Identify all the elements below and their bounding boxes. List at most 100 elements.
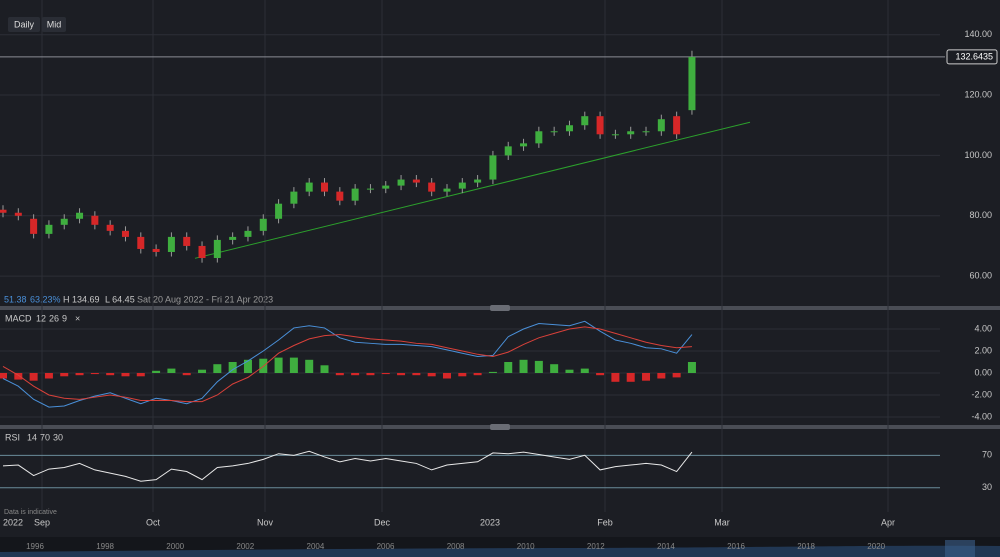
panel-title: MACD [5, 313, 32, 323]
panel-param: 70 [40, 432, 50, 442]
low-text: L 64.45 [105, 294, 135, 304]
candle-body [244, 230, 252, 237]
indicator-line [2, 320, 693, 408]
y-tick-label: 2.00 [974, 345, 992, 355]
candle-body [305, 182, 313, 192]
navigator-year: 2010 [517, 542, 535, 551]
panel-param: 9 [62, 313, 67, 323]
candle-body [14, 212, 22, 216]
macd-histogram-bar [182, 372, 191, 376]
macd-histogram-bar [611, 372, 620, 382]
candle-body [336, 191, 344, 201]
candle-body [60, 218, 68, 225]
time-tick-label: 2022 [3, 517, 23, 527]
panel-close[interactable]: × [75, 313, 80, 323]
macd-histogram-bar [427, 372, 436, 377]
candle-body [611, 134, 619, 136]
mid-button[interactable] [42, 17, 66, 32]
macd-histogram-bar [198, 369, 207, 373]
divider-handle[interactable] [490, 424, 510, 430]
navigator-year: 2016 [727, 542, 745, 551]
stat-percent: 63.23% [30, 294, 61, 304]
candle-body [581, 116, 589, 126]
macd-histogram-bar [44, 372, 53, 379]
macd-histogram-bar [75, 372, 84, 376]
macd-histogram-bar [351, 372, 360, 376]
candle-body [229, 236, 237, 240]
navigator-year: 2014 [657, 542, 675, 551]
navigator-year: 2018 [797, 542, 815, 551]
candle-body [535, 131, 543, 144]
candle-body [30, 218, 38, 234]
candle-body [443, 188, 451, 192]
navigator-window[interactable] [945, 540, 975, 557]
time-tick-label: Apr [881, 517, 895, 527]
y-tick-label: 100.00 [964, 150, 992, 160]
candle-body [596, 116, 604, 135]
macd-histogram-bar [642, 372, 651, 381]
macd-histogram-bar [488, 371, 497, 373]
navigator-year: 2004 [307, 542, 325, 551]
candle-body [121, 230, 129, 237]
navigator-year: 2002 [236, 542, 254, 551]
time-tick-label: 2023 [480, 517, 500, 527]
macd-histogram-bar [274, 357, 283, 373]
time-tick-label: Sep [34, 517, 50, 527]
indicator-line [2, 326, 692, 403]
y-tick-label: 70 [982, 450, 992, 460]
panel-param: 14 [27, 432, 37, 442]
macd-histogram-bar [672, 372, 681, 378]
daily-button-label[interactable]: Daily [14, 19, 35, 29]
y-tick-label: -4.00 [971, 411, 992, 421]
y-tick-label: 30 [982, 482, 992, 492]
navigator-year: 2006 [377, 542, 395, 551]
daily-button[interactable] [8, 17, 40, 32]
candle-body [474, 179, 482, 183]
macd-histogram-bar [0, 372, 7, 379]
macd-histogram-bar [243, 359, 252, 373]
candle-body [275, 203, 283, 219]
macd-histogram-bar [167, 368, 176, 373]
navigator-year: 2012 [587, 542, 605, 551]
last-price-box [946, 49, 998, 65]
macd-histogram-bar [473, 372, 482, 376]
macd-histogram-bar [504, 362, 513, 373]
navigator-area [0, 545, 1000, 557]
navigator-year: 2000 [166, 542, 184, 551]
y-tick-label: 0.00 [974, 367, 992, 377]
time-tick-label: Nov [257, 517, 274, 527]
mid-button-label[interactable]: Mid [47, 19, 62, 29]
macd-histogram-bar [381, 372, 390, 375]
time-tick-label: Feb [597, 517, 613, 527]
navigator-year: 2020 [867, 542, 885, 551]
macd-histogram-bar [14, 372, 23, 380]
candle-body [489, 155, 497, 180]
y-tick-label: -2.00 [971, 389, 992, 399]
candle-body [673, 116, 681, 135]
macd-histogram-bar [458, 372, 467, 377]
last-price-label: 132.6435 [955, 51, 993, 61]
navigator-year: 1998 [96, 542, 114, 551]
macd-histogram-bar [550, 364, 559, 373]
trendline [194, 121, 751, 259]
range-text: Sat 20 Aug 2022 - Fri 21 Apr 2023 [137, 294, 273, 304]
candle-body [0, 209, 7, 213]
macd-histogram-bar [60, 372, 69, 377]
divider-handle[interactable] [490, 305, 510, 311]
macd-histogram-bar [335, 372, 344, 376]
candle-body [366, 188, 374, 190]
macd-histogram-bar [106, 372, 115, 376]
macd-histogram-bar [366, 372, 375, 376]
macd-histogram-bar [565, 369, 574, 373]
macd-histogram-bar [121, 372, 130, 377]
candle-body [382, 185, 390, 189]
candle-body [321, 182, 329, 192]
macd-histogram-bar [320, 365, 329, 373]
candle-body [428, 182, 436, 192]
y-tick-label: 4.00 [974, 323, 992, 333]
indicator-line [2, 450, 693, 482]
macd-histogram-bar [228, 362, 237, 373]
candle-body [458, 182, 466, 189]
candle-body [137, 236, 145, 249]
macd-histogram-bar [519, 359, 528, 373]
